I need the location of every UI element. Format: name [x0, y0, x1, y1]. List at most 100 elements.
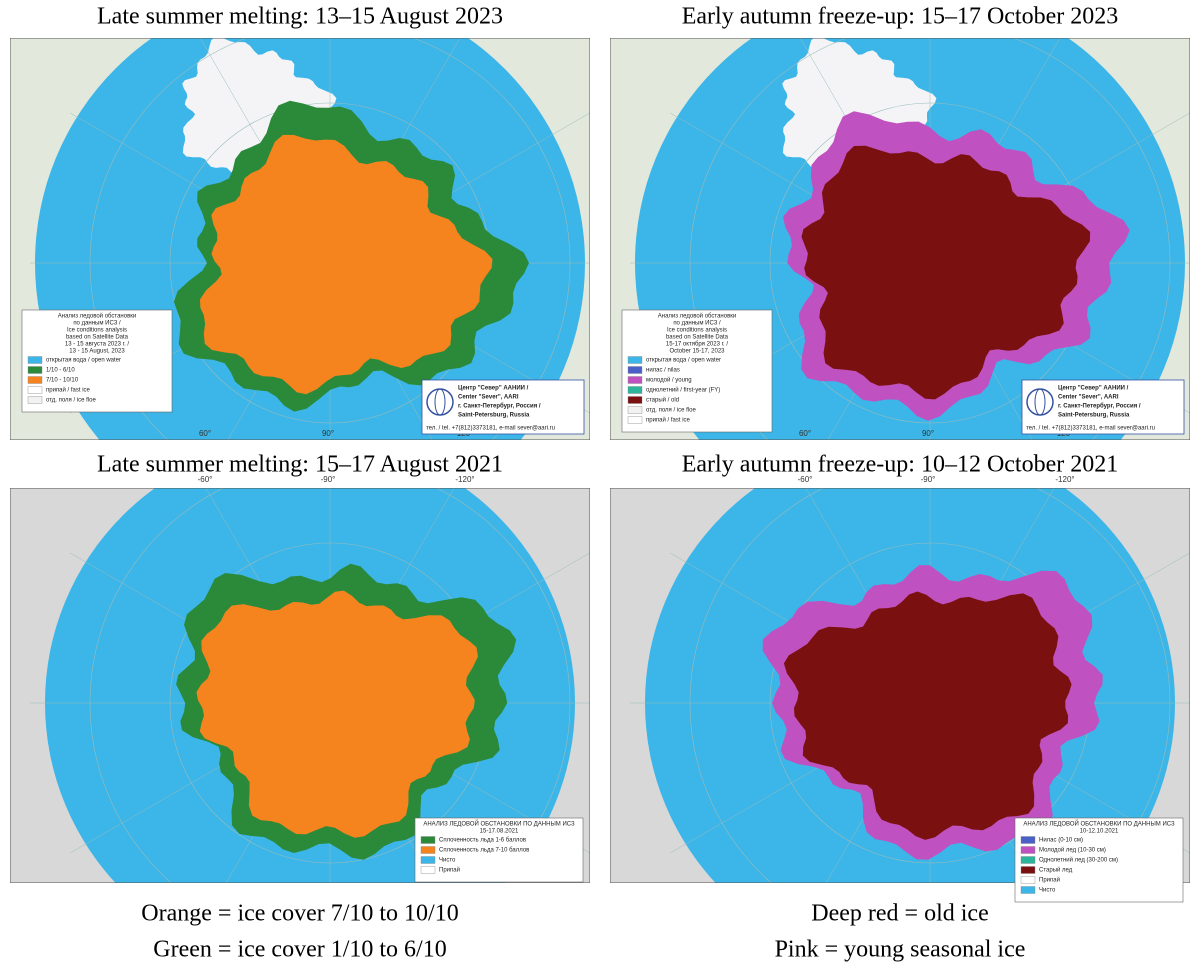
degree-label: -60° — [198, 475, 213, 484]
stamp-contact: тел. / tel. +7(812)3373181, e-mail sever… — [1026, 426, 1155, 432]
degree-label: -120° — [1055, 475, 1074, 484]
legend-label: Чисто — [439, 858, 456, 864]
legend-label: нилас / nilas — [646, 368, 680, 374]
legend-swatch — [627, 396, 643, 404]
legend-swatch — [420, 856, 436, 864]
legend-swatch — [627, 406, 643, 414]
legend-label: 7/10 - 10/10 — [46, 378, 79, 384]
stamp-text: Saint-Petersburg, Russia — [458, 413, 530, 419]
legend-swatch — [27, 356, 43, 364]
legend-swatch — [420, 836, 436, 844]
legend-heading: АНАЛИЗ ЛЕДОВОЙ ОБСТАНОВКИ ПО ДАННЫМ ИСЗ — [423, 820, 575, 828]
stamp-logo — [434, 388, 446, 416]
legend-label: припай / fast ice — [646, 417, 691, 424]
legend-heading: October 15-17, 2023 — [669, 349, 725, 355]
legend-swatch — [27, 396, 43, 404]
legend-box — [414, 817, 584, 883]
legend-label: отд. поля / ice floe — [46, 398, 96, 404]
caption: Orange = ice cover 7/10 to 10/10 — [141, 901, 458, 927]
ice-core — [196, 590, 478, 838]
caption: Pink = young seasonal ice — [775, 937, 1026, 963]
stamp-box — [1021, 379, 1185, 435]
legend-heading: по данным ИСЗ / — [673, 321, 721, 327]
panel-title: Late summer melting: 15–17 August 2021 — [97, 452, 503, 478]
legend-swatch — [27, 386, 43, 394]
legend-swatch — [27, 366, 43, 374]
ice-core — [801, 145, 1091, 400]
stamp-text: г. Санкт-Петербург, Россия / — [458, 403, 541, 410]
caption: Deep red = old ice — [811, 901, 988, 927]
panel-title: Early autumn freeze-up: 10–12 October 20… — [682, 452, 1119, 478]
degree-label: 60° — [799, 429, 811, 438]
legend-heading: based on Satellite Data — [666, 335, 729, 341]
legend-heading: АНАЛИЗ ЛЕДОВОЙ ОБСТАНОВКИ ПО ДАННЫМ ИСЗ — [1023, 820, 1175, 828]
legend-swatch — [1020, 846, 1036, 854]
legend-label: Припай — [439, 867, 460, 874]
legend-label: Чисто — [1039, 888, 1056, 894]
legend-label: отд. поля / ice floe — [646, 408, 696, 414]
legend-swatch — [627, 416, 643, 424]
legend-swatch — [627, 386, 643, 394]
degree-label: 90° — [322, 429, 334, 438]
legend-label: молодой / young — [646, 377, 692, 384]
map-panel — [610, 488, 1190, 883]
legend-label: Молодой лед (10-30 см) — [1039, 847, 1106, 854]
legend-box — [21, 309, 173, 413]
legend-label: Однолетний лед (30-200 см) — [1039, 857, 1118, 864]
degree-label: 60° — [199, 429, 211, 438]
degree-label: -90° — [921, 475, 936, 484]
stamp-text: Saint-Petersburg, Russia — [1058, 413, 1130, 419]
stamp-text: Центр "Север" ААНИИ / — [458, 386, 529, 392]
legend-heading: based on Satellite Data — [66, 335, 129, 341]
legend-heading: по данным ИСЗ / — [73, 321, 121, 327]
degree-label: -90° — [321, 475, 336, 484]
legend-heading: Ice conditions analysis — [667, 328, 727, 334]
legend-box — [621, 309, 773, 433]
legend-swatch — [1020, 866, 1036, 874]
legend-swatch — [627, 376, 643, 384]
legend-label: Старый лед — [1039, 867, 1073, 874]
legend-label: Нилас (0-10 см) — [1039, 838, 1083, 844]
legend-heading: 13 - 15 августа 2023 г. / — [65, 342, 129, 348]
caption: Green = ice cover 1/10 to 6/10 — [153, 937, 446, 963]
legend-label: однолетний / first-year (FY) — [646, 387, 720, 394]
legend-label: припай / fast ice — [46, 387, 91, 394]
legend-box — [1014, 817, 1184, 903]
legend-swatch — [27, 376, 43, 384]
legend-label: Сплоченность льда 7-10 баллов — [439, 848, 529, 854]
degree-label: -60° — [798, 475, 813, 484]
legend-label: открытая вода / open water — [46, 358, 121, 364]
stamp-text: г. Санкт-Петербург, Россия / — [1058, 403, 1141, 410]
stamp-text: Center "Sever", AARI — [458, 395, 519, 401]
legend-swatch — [1020, 876, 1036, 884]
stamp-text: Центр "Север" ААНИИ / — [1058, 386, 1129, 392]
legend-heading: 15-17 октября 2023 г. / — [666, 342, 728, 348]
legend-heading: 13 - 15 August, 2023 — [69, 349, 125, 355]
legend-heading: 15-17.08.2021 — [480, 829, 519, 835]
stamp-box — [421, 379, 585, 435]
ice-core — [783, 591, 1072, 840]
legend-swatch — [1020, 886, 1036, 894]
legend-label: открытая вода / open water — [646, 358, 721, 364]
legend-label: Сплоченность льда 1-6 баллов — [439, 838, 526, 844]
legend-swatch — [627, 356, 643, 364]
degree-label: -120° — [455, 475, 474, 484]
map-panel — [10, 488, 590, 883]
panel-title: Late summer melting: 13–15 August 2023 — [97, 4, 503, 30]
map-panel — [10, 38, 590, 440]
stamp-logo — [1034, 388, 1046, 416]
legend-label: Припай — [1039, 877, 1060, 884]
legend-heading: Ice conditions analysis — [67, 328, 127, 334]
legend-heading: Анализ ледовой обстановки — [658, 313, 736, 320]
legend-heading: 10-12.10.2021 — [1080, 829, 1119, 835]
legend-label: старый / old — [646, 397, 679, 404]
degree-label: 90° — [922, 429, 934, 438]
map-panel — [610, 38, 1190, 440]
legend-heading: Анализ ледовой обстановки — [58, 313, 136, 320]
legend-label: 1/10 - 6/10 — [46, 368, 75, 374]
legend-swatch — [1020, 856, 1036, 864]
legend-swatch — [627, 366, 643, 374]
legend-swatch — [1020, 836, 1036, 844]
ice-core — [200, 134, 493, 395]
